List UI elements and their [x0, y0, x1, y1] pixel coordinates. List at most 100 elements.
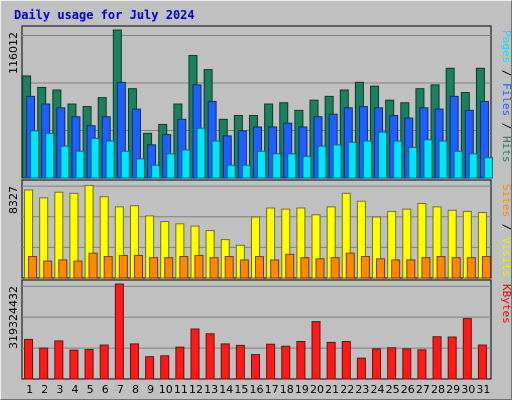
- bar-sites-day-22: [345, 252, 355, 279]
- y-max-label-middle: 8327: [7, 186, 20, 214]
- bar-pages-day-11: [181, 149, 191, 179]
- y-max-label-top: 116012: [7, 32, 20, 74]
- bar-kbytes-day-29: [447, 336, 457, 380]
- bar-sites-day-26: [406, 259, 416, 279]
- bar-pages-day-6: [105, 140, 115, 179]
- bar-sites-day-16: [255, 256, 264, 279]
- bar-kbytes-day-13: [205, 333, 215, 380]
- bar-sites-day-2: [43, 260, 53, 279]
- bar-sites-day-23: [360, 256, 370, 279]
- bar-pages-day-20: [317, 145, 327, 179]
- bar-kbytes-day-7: [114, 283, 124, 380]
- bar-kbytes-day-16: [251, 354, 260, 380]
- bar-pages-day-22: [347, 141, 357, 179]
- bar-kbytes-day-19: [296, 341, 306, 380]
- x-label-day-29: 29: [446, 383, 460, 396]
- bar-kbytes-day-9: [145, 356, 155, 380]
- legend-separator: /: [500, 63, 512, 83]
- bar-pages-day-5: [90, 137, 100, 179]
- x-label-day-6: 6: [102, 383, 109, 396]
- bar-sites-day-24: [376, 258, 386, 279]
- x-label-day-31: 31: [476, 383, 490, 396]
- bar-sites-day-7: [118, 254, 128, 279]
- x-label-day-24: 24: [371, 383, 385, 396]
- x-label-day-27: 27: [416, 383, 430, 396]
- x-label-day-26: 26: [401, 383, 415, 396]
- bar-sites-day-10: [164, 257, 174, 279]
- x-label-day-21: 21: [325, 383, 339, 396]
- bar-pages-day-10: [166, 153, 176, 179]
- legend-item-kbytes: KBytes: [500, 284, 512, 324]
- x-label-day-5: 5: [87, 383, 94, 396]
- bar-kbytes-day-1: [24, 338, 34, 380]
- x-label-day-13: 13: [204, 383, 218, 396]
- legend-top: Pages / Files / Hits: [500, 30, 512, 163]
- bar-pages-day-30: [468, 153, 478, 179]
- bar-kbytes-day-21: [326, 341, 336, 380]
- bar-sites-day-18: [285, 253, 295, 279]
- bar-pages-day-21: [332, 144, 342, 179]
- bar-kbytes-day-22: [341, 341, 351, 380]
- bar-sites-day-11: [179, 256, 189, 279]
- bar-kbytes-day-27: [417, 349, 427, 380]
- legend-item-files: Files: [500, 83, 512, 116]
- bar-sites-day-19: [300, 257, 310, 279]
- bar-pages-day-26: [408, 146, 418, 179]
- bar-pages-day-1: [30, 130, 40, 179]
- bar-kbytes-day-14: [220, 343, 230, 380]
- bar-pages-day-28: [438, 140, 448, 179]
- bar-pages-day-16: [257, 150, 266, 179]
- bar-sites-day-25: [391, 259, 401, 279]
- bar-sites-day-29: [451, 257, 461, 279]
- bar-sites-day-1: [28, 256, 38, 279]
- x-label-day-30: 30: [461, 383, 475, 396]
- bar-kbytes-day-4: [69, 349, 79, 380]
- x-label-day-3: 3: [56, 383, 63, 396]
- bar-pages-day-27: [423, 139, 433, 179]
- y-max-label-bottom: 319324432: [7, 286, 20, 349]
- bar-pages-day-4: [75, 150, 85, 179]
- bar-kbytes-day-23: [356, 357, 366, 380]
- bar-pages-day-14: [226, 164, 236, 179]
- legend-item-pages: Pages: [500, 30, 512, 63]
- bar-kbytes-day-15: [235, 344, 245, 380]
- bar-kbytes-day-8: [129, 343, 139, 380]
- bar-pages-day-24: [378, 131, 388, 179]
- bar-sites-day-4: [73, 260, 83, 279]
- bar-pages-day-2: [45, 132, 55, 179]
- bar-kbytes-day-5: [84, 349, 94, 380]
- bar-sites-day-21: [330, 257, 340, 279]
- x-label-day-12: 12: [189, 383, 203, 396]
- x-label-day-28: 28: [431, 383, 445, 396]
- legend-separator: /: [500, 217, 512, 237]
- bar-kbytes-day-28: [432, 336, 442, 380]
- x-label-day-4: 4: [71, 383, 78, 396]
- bar-kbytes-day-20: [311, 321, 321, 380]
- x-label-day-19: 19: [295, 383, 309, 396]
- bar-pages-day-12: [196, 127, 206, 179]
- legend-item-sites: Sites: [500, 184, 512, 217]
- x-label-day-8: 8: [132, 383, 139, 396]
- bar-kbytes-day-10: [160, 355, 170, 380]
- bar-pages-day-19: [302, 155, 312, 179]
- legend-bottom: KBytes: [500, 284, 512, 324]
- bar-pages-day-9: [151, 164, 161, 179]
- x-label-day-17: 17: [265, 383, 279, 396]
- legend-middle: Sites / Visits: [500, 184, 512, 277]
- x-label-day-25: 25: [386, 383, 400, 396]
- x-label-day-18: 18: [280, 383, 294, 396]
- bar-kbytes-day-18: [281, 345, 291, 380]
- bar-kbytes-day-31: [477, 344, 487, 380]
- x-label-day-2: 2: [41, 383, 48, 396]
- bar-sites-day-28: [436, 256, 446, 279]
- bar-sites-day-30: [466, 257, 476, 279]
- legend-item-visits: Visits: [500, 237, 512, 277]
- bar-pages-day-31: [483, 157, 493, 179]
- bar-pages-day-18: [287, 153, 297, 179]
- x-label-day-16: 16: [250, 383, 264, 396]
- x-label-day-15: 15: [234, 383, 248, 396]
- bar-kbytes-day-26: [402, 348, 412, 380]
- bar-sites-day-15: [239, 259, 249, 279]
- bar-sites-day-12: [194, 254, 204, 279]
